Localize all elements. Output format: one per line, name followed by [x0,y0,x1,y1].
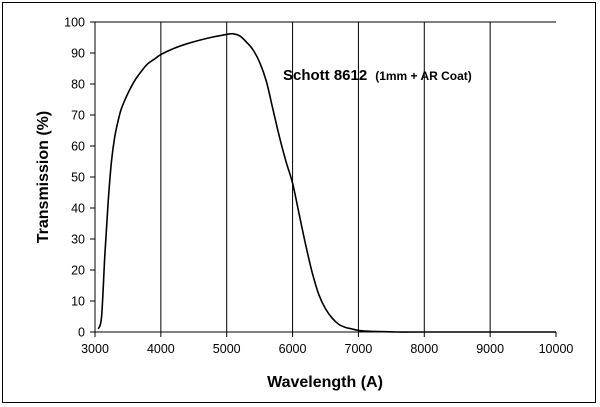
transmission-curve-line [97,32,556,333]
y-tick-label-0: 0 [78,326,85,340]
x-tick-label-3000: 3000 [81,342,109,356]
y-tick-label-40: 40 [71,202,85,216]
x-tick-label-5000: 5000 [213,342,241,356]
y-tick-label-20: 20 [71,264,85,278]
y-tick-label-30: 30 [71,233,85,247]
x-axis-title: Wavelength (A) [267,374,383,391]
y-tick-label-10: 10 [71,295,85,309]
annotation-sub: (1mm + AR Coat) [375,69,472,83]
y-axis-title: Transmission (%) [35,111,52,243]
x-tick-label-10000: 10000 [539,342,574,356]
grid-layer [160,22,491,332]
y-tick-label-100: 100 [64,16,85,30]
x-tick-label-6000: 6000 [279,342,307,356]
x-tick-label-7000: 7000 [345,342,373,356]
x-tick-label-9000: 9000 [476,342,504,356]
x-tick-label-4000: 4000 [147,342,175,356]
y-tick-label-50: 50 [71,171,85,185]
curve-annotation: Schott 8612 (1mm + AR Coat) [283,67,472,84]
y-tick-label-70: 70 [71,109,85,123]
x-tick-label-8000: 8000 [410,342,438,356]
series-layer [97,32,556,333]
label-layer: 3000 4000 5000 6000 7000 8000 9000 10000 0 10 20 30… [64,16,573,357]
y-tick-label-80: 80 [71,78,85,92]
y-tick-label-60: 60 [71,140,85,154]
y-tick-label-90: 90 [71,47,85,61]
annotation-main: Schott 8612 [283,67,367,84]
chart-frame [2,2,596,403]
